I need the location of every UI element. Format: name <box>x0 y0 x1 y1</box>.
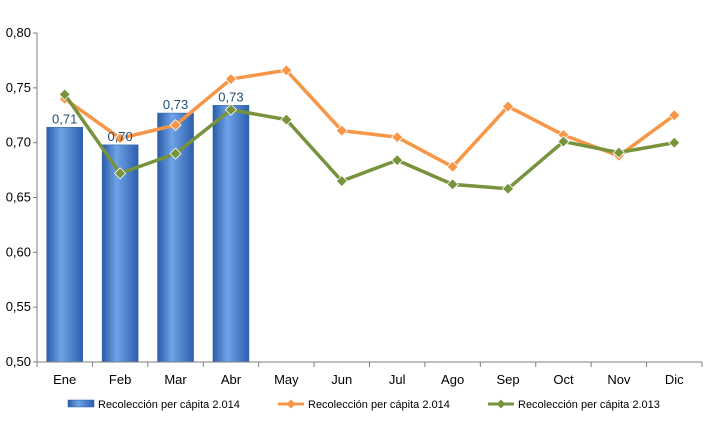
y-tick-label: 0,60 <box>6 244 31 259</box>
data-point <box>58 88 71 101</box>
x-tick-label: Ene <box>53 372 76 387</box>
y-tick-label: 0,50 <box>6 354 31 369</box>
data-point <box>557 135 570 148</box>
data-point <box>169 147 182 160</box>
data-point <box>224 103 238 116</box>
y-tick-label: 0,80 <box>6 25 31 40</box>
x-tick-label: Mar <box>164 372 187 387</box>
x-tick-label: Dic <box>665 372 684 387</box>
legend: Recolección per cápita 2.014 Recolección … <box>67 399 660 411</box>
data-point <box>501 100 515 113</box>
bar-series <box>46 105 250 363</box>
x-tick-label: May <box>274 372 299 387</box>
data-point <box>169 119 182 132</box>
legend-label: Recolección per cápita 2.014 <box>308 399 450 411</box>
line-series <box>58 64 681 195</box>
data-point <box>612 146 625 159</box>
data-label: 0,73 <box>163 97 188 112</box>
data-point <box>335 174 348 188</box>
bar <box>212 105 250 363</box>
x-tick-label: Jun <box>331 372 352 387</box>
data-label: 0,71 <box>52 111 77 126</box>
x-tick-label: Ago <box>441 372 464 387</box>
x-tick-label: Feb <box>109 372 131 387</box>
data-point <box>668 109 681 122</box>
data-point <box>280 64 293 77</box>
data-point <box>446 178 459 191</box>
series-line <box>63 93 675 191</box>
x-tick-label: Oct <box>553 372 574 387</box>
data-point <box>335 124 348 137</box>
data-label: 0,73 <box>218 89 243 104</box>
data-point <box>114 167 127 180</box>
x-tick-label: Nov <box>607 372 631 387</box>
y-tick-label: 0,65 <box>6 190 31 205</box>
legend-swatch <box>67 399 95 408</box>
y-tick-label: 0,70 <box>6 135 31 150</box>
data-label: 0,70 <box>107 129 132 144</box>
data-point <box>391 154 404 167</box>
data-point <box>391 131 404 144</box>
data-point <box>501 182 515 195</box>
bar <box>46 127 83 363</box>
data-labels: 0,71 0,70 0,73 0,73 <box>52 89 244 143</box>
data-point <box>280 113 293 126</box>
legend-label: Recolección per cápita 2.014 <box>98 399 240 411</box>
x-tick-label: Abr <box>221 372 242 387</box>
x-tick-label: Sep <box>496 372 519 387</box>
series-line <box>63 68 676 169</box>
y-tick-label: 0,55 <box>6 299 31 314</box>
data-point <box>114 132 127 145</box>
data-point <box>446 160 459 173</box>
y-tick-label: 0,75 <box>6 80 31 95</box>
legend-label: Recolección per cápita 2.013 <box>518 399 660 411</box>
axes: 0,50 0,55 0,60 0,65 0,70 0,75 0,80 Ene Feb Mar Abr… <box>6 25 703 387</box>
data-point <box>668 136 681 149</box>
legend-marker <box>496 399 506 409</box>
legend-marker <box>286 399 296 409</box>
data-point <box>224 72 238 86</box>
bar <box>101 144 139 363</box>
x-tick-label: Jul <box>389 372 406 387</box>
